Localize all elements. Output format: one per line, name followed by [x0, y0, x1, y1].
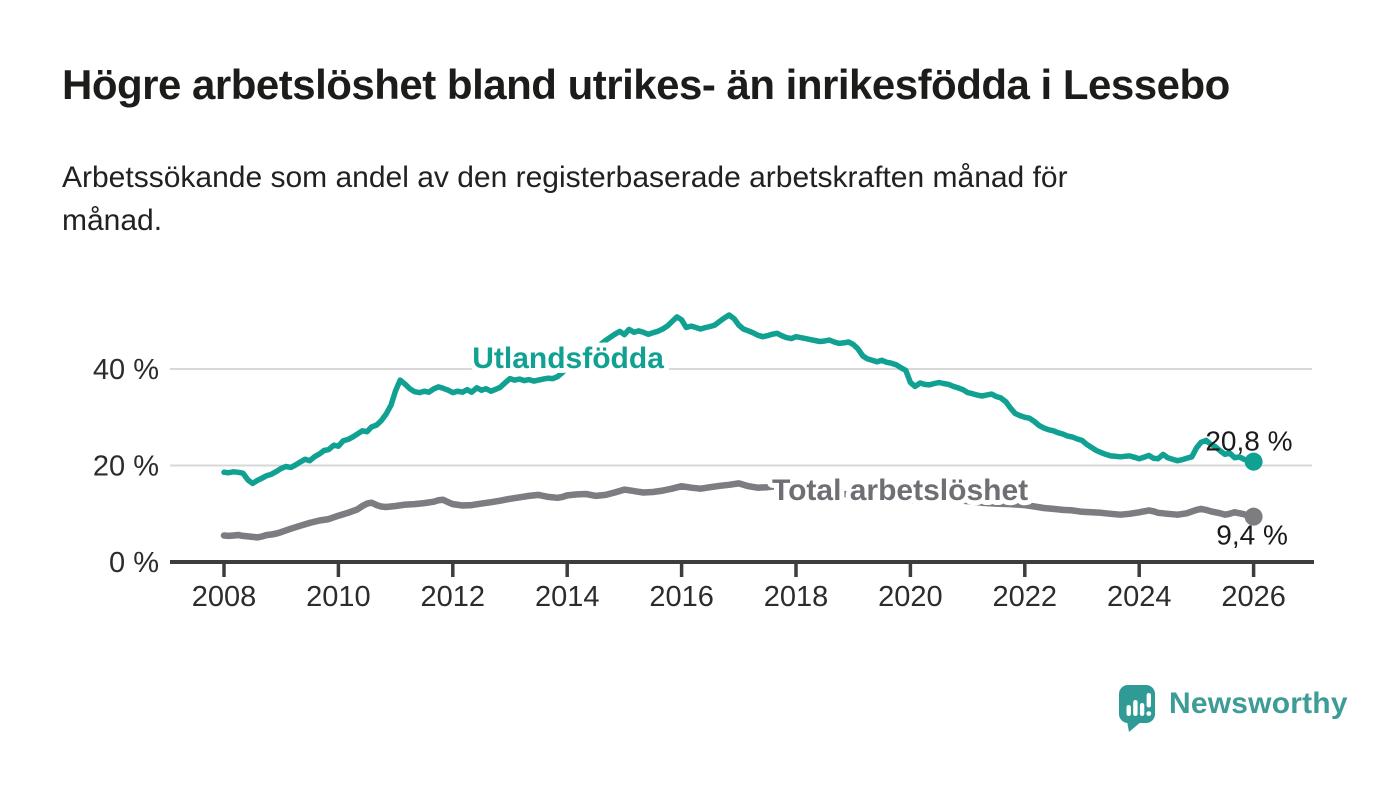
- x-tick-label-2018: 2018: [764, 581, 829, 613]
- x-tick-label-2008: 2008: [192, 581, 257, 613]
- x-tick-label-2020: 2020: [878, 581, 943, 613]
- page-title: Högre arbetslöshet bland utrikes- än inr…: [62, 61, 1230, 108]
- series-end-value-label-total-arbetsl-shet: 9,4 %: [1216, 520, 1288, 551]
- y-tick-label-20: 20 %: [93, 451, 159, 483]
- x-tick-label-2026: 2026: [1221, 581, 1286, 613]
- newsworthy-speech-bubble-icon: [1119, 685, 1155, 732]
- x-tick-label-2024: 2024: [1107, 581, 1172, 613]
- y-tick-label-0: 0 %: [109, 547, 159, 579]
- series-label-utlandsf-dda: Utlandsfödda: [472, 342, 664, 375]
- x-tick-label-2022: 2022: [993, 581, 1058, 613]
- newsworthy-logo: Newsworthy: [1118, 684, 1348, 732]
- y-tick-label-40: 40 %: [93, 354, 159, 386]
- series-line-total-arbetsl-shet: [220, 480, 1257, 541]
- x-tick-label-2010: 2010: [306, 581, 371, 613]
- series-end-dot-utlandsf-dda: [1244, 452, 1263, 471]
- series-label-total-arbetsl-shet: Total arbetslöshet: [772, 474, 1028, 507]
- subtitle-line-1: Arbetssökande som andel av den registerb…: [62, 161, 1068, 194]
- series-end-dot-total-arbetsl-shet: [1244, 507, 1263, 526]
- x-tick-label-2012: 2012: [421, 581, 486, 613]
- chart-subtitle: Arbetssökande som andel av den registerb…: [62, 156, 1362, 242]
- series-end-value-label-utlandsf-dda: 20,8 %: [1205, 426, 1292, 457]
- x-tick-label-2016: 2016: [649, 581, 714, 613]
- newsworthy-wordmark: Newsworthy: [1169, 687, 1348, 720]
- x-tick-label-2014: 2014: [535, 581, 600, 613]
- subtitle-line-2: månad.: [62, 204, 163, 237]
- series-line-utlandsf-dda: [221, 312, 1257, 487]
